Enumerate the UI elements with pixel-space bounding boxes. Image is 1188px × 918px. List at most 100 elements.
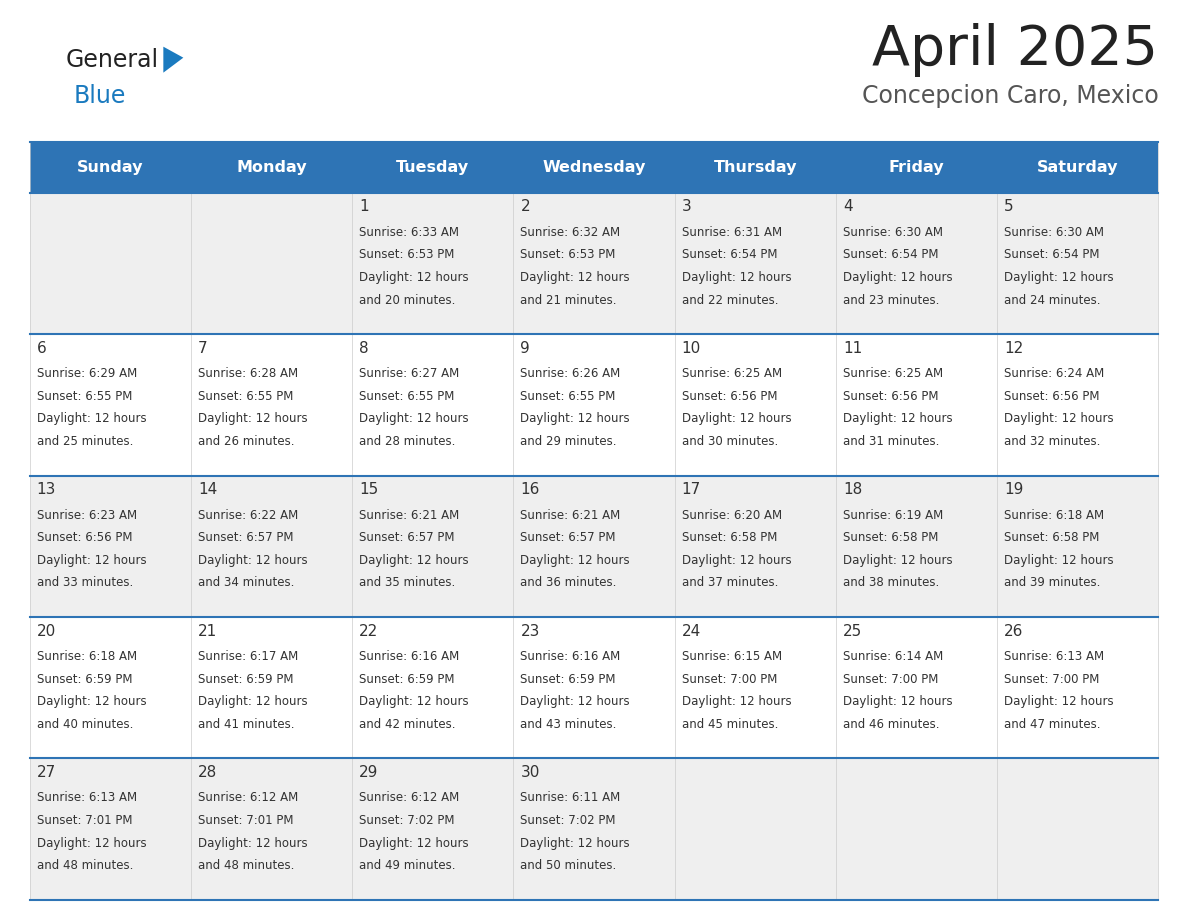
- Text: and 42 minutes.: and 42 minutes.: [359, 718, 456, 731]
- Text: and 22 minutes.: and 22 minutes.: [682, 294, 778, 307]
- Text: 30: 30: [520, 765, 539, 780]
- Text: Sunrise: 6:21 AM: Sunrise: 6:21 AM: [359, 509, 460, 521]
- Text: Wednesday: Wednesday: [542, 160, 646, 175]
- Text: Sunset: 6:53 PM: Sunset: 6:53 PM: [520, 249, 615, 262]
- Text: Daylight: 12 hours: Daylight: 12 hours: [520, 836, 630, 849]
- Text: Sunrise: 6:28 AM: Sunrise: 6:28 AM: [198, 367, 298, 380]
- Text: Daylight: 12 hours: Daylight: 12 hours: [359, 695, 469, 708]
- Text: and 33 minutes.: and 33 minutes.: [37, 577, 133, 589]
- Text: and 49 minutes.: and 49 minutes.: [359, 859, 456, 872]
- Text: 26: 26: [1004, 623, 1023, 639]
- Text: Daylight: 12 hours: Daylight: 12 hours: [842, 554, 953, 566]
- Text: Sunrise: 6:25 AM: Sunrise: 6:25 AM: [842, 367, 943, 380]
- Text: Sunrise: 6:17 AM: Sunrise: 6:17 AM: [198, 650, 298, 663]
- Text: Daylight: 12 hours: Daylight: 12 hours: [37, 554, 146, 566]
- Text: 4: 4: [842, 199, 853, 215]
- Text: Thursday: Thursday: [714, 160, 797, 175]
- Text: Sunrise: 6:32 AM: Sunrise: 6:32 AM: [520, 226, 620, 239]
- Text: Sunrise: 6:26 AM: Sunrise: 6:26 AM: [520, 367, 620, 380]
- Text: and 50 minutes.: and 50 minutes.: [520, 859, 617, 872]
- Text: 12: 12: [1004, 341, 1023, 356]
- Text: 8: 8: [359, 341, 368, 356]
- Text: General: General: [65, 48, 158, 72]
- Text: 3: 3: [682, 199, 691, 215]
- Text: Sunrise: 6:30 AM: Sunrise: 6:30 AM: [1004, 226, 1104, 239]
- Text: Sunrise: 6:18 AM: Sunrise: 6:18 AM: [1004, 509, 1104, 521]
- Text: Sunset: 7:01 PM: Sunset: 7:01 PM: [37, 814, 132, 827]
- Text: Sunrise: 6:16 AM: Sunrise: 6:16 AM: [359, 650, 460, 663]
- Text: Sunset: 6:59 PM: Sunset: 6:59 PM: [37, 673, 132, 686]
- Text: Sunset: 7:00 PM: Sunset: 7:00 PM: [682, 673, 777, 686]
- Text: Sunset: 6:58 PM: Sunset: 6:58 PM: [842, 532, 939, 544]
- Text: and 28 minutes.: and 28 minutes.: [359, 435, 455, 448]
- Text: 16: 16: [520, 482, 539, 498]
- Text: Daylight: 12 hours: Daylight: 12 hours: [1004, 412, 1113, 425]
- Text: Sunrise: 6:16 AM: Sunrise: 6:16 AM: [520, 650, 620, 663]
- Text: Sunrise: 6:13 AM: Sunrise: 6:13 AM: [1004, 650, 1104, 663]
- Text: Sunset: 6:56 PM: Sunset: 6:56 PM: [1004, 390, 1100, 403]
- Text: and 48 minutes.: and 48 minutes.: [37, 859, 133, 872]
- Text: Sunset: 6:57 PM: Sunset: 6:57 PM: [198, 532, 293, 544]
- Text: Sunset: 6:53 PM: Sunset: 6:53 PM: [359, 249, 455, 262]
- Text: Daylight: 12 hours: Daylight: 12 hours: [1004, 695, 1113, 708]
- Text: and 41 minutes.: and 41 minutes.: [198, 718, 295, 731]
- Text: and 37 minutes.: and 37 minutes.: [682, 577, 778, 589]
- Text: Sunset: 6:55 PM: Sunset: 6:55 PM: [520, 390, 615, 403]
- Text: and 40 minutes.: and 40 minutes.: [37, 718, 133, 731]
- Text: Sunrise: 6:14 AM: Sunrise: 6:14 AM: [842, 650, 943, 663]
- Text: Daylight: 12 hours: Daylight: 12 hours: [520, 412, 630, 425]
- Text: and 29 minutes.: and 29 minutes.: [520, 435, 617, 448]
- Text: Sunset: 6:59 PM: Sunset: 6:59 PM: [359, 673, 455, 686]
- Text: Daylight: 12 hours: Daylight: 12 hours: [37, 695, 146, 708]
- Text: and 30 minutes.: and 30 minutes.: [682, 435, 778, 448]
- Text: 28: 28: [198, 765, 217, 780]
- Text: Daylight: 12 hours: Daylight: 12 hours: [37, 836, 146, 849]
- Text: April 2025: April 2025: [872, 24, 1158, 77]
- Text: Sunrise: 6:30 AM: Sunrise: 6:30 AM: [842, 226, 943, 239]
- Bar: [30, 193, 1158, 334]
- Text: 24: 24: [682, 623, 701, 639]
- Text: Concepcion Caro, Mexico: Concepcion Caro, Mexico: [861, 84, 1158, 108]
- Text: Saturday: Saturday: [1037, 160, 1118, 175]
- Text: Daylight: 12 hours: Daylight: 12 hours: [1004, 554, 1113, 566]
- Text: Sunrise: 6:19 AM: Sunrise: 6:19 AM: [842, 509, 943, 521]
- Text: and 47 minutes.: and 47 minutes.: [1004, 718, 1100, 731]
- Text: 14: 14: [198, 482, 217, 498]
- Text: Sunrise: 6:24 AM: Sunrise: 6:24 AM: [1004, 367, 1105, 380]
- Text: and 23 minutes.: and 23 minutes.: [842, 294, 940, 307]
- Text: Sunrise: 6:11 AM: Sunrise: 6:11 AM: [520, 791, 620, 804]
- Text: Sunset: 7:02 PM: Sunset: 7:02 PM: [359, 814, 455, 827]
- Text: 11: 11: [842, 341, 862, 356]
- Text: Sunset: 6:56 PM: Sunset: 6:56 PM: [842, 390, 939, 403]
- Text: 2: 2: [520, 199, 530, 215]
- Text: Daylight: 12 hours: Daylight: 12 hours: [198, 554, 308, 566]
- Text: Sunset: 7:01 PM: Sunset: 7:01 PM: [198, 814, 293, 827]
- Text: Sunrise: 6:15 AM: Sunrise: 6:15 AM: [682, 650, 782, 663]
- Text: Sunset: 6:56 PM: Sunset: 6:56 PM: [682, 390, 777, 403]
- Text: 7: 7: [198, 341, 208, 356]
- Text: Sunset: 6:56 PM: Sunset: 6:56 PM: [37, 532, 132, 544]
- Text: 22: 22: [359, 623, 379, 639]
- Text: and 34 minutes.: and 34 minutes.: [198, 577, 295, 589]
- Text: Sunset: 6:58 PM: Sunset: 6:58 PM: [682, 532, 777, 544]
- Text: Sunset: 7:00 PM: Sunset: 7:00 PM: [842, 673, 939, 686]
- Text: 5: 5: [1004, 199, 1013, 215]
- Text: Daylight: 12 hours: Daylight: 12 hours: [682, 554, 791, 566]
- Text: and 32 minutes.: and 32 minutes.: [1004, 435, 1100, 448]
- Text: and 20 minutes.: and 20 minutes.: [359, 294, 455, 307]
- Text: Sunset: 7:02 PM: Sunset: 7:02 PM: [520, 814, 615, 827]
- Text: Daylight: 12 hours: Daylight: 12 hours: [198, 412, 308, 425]
- Text: 13: 13: [37, 482, 56, 498]
- Text: Sunrise: 6:12 AM: Sunrise: 6:12 AM: [198, 791, 298, 804]
- Bar: [30, 476, 1158, 617]
- Text: Friday: Friday: [889, 160, 944, 175]
- Text: and 38 minutes.: and 38 minutes.: [842, 577, 939, 589]
- Text: Sunset: 6:54 PM: Sunset: 6:54 PM: [682, 249, 777, 262]
- Text: and 31 minutes.: and 31 minutes.: [842, 435, 940, 448]
- Text: Sunrise: 6:25 AM: Sunrise: 6:25 AM: [682, 367, 782, 380]
- Text: 6: 6: [37, 341, 46, 356]
- Text: Sunset: 7:00 PM: Sunset: 7:00 PM: [1004, 673, 1099, 686]
- Text: Sunset: 6:55 PM: Sunset: 6:55 PM: [359, 390, 455, 403]
- Text: 21: 21: [198, 623, 217, 639]
- Text: Daylight: 12 hours: Daylight: 12 hours: [842, 271, 953, 284]
